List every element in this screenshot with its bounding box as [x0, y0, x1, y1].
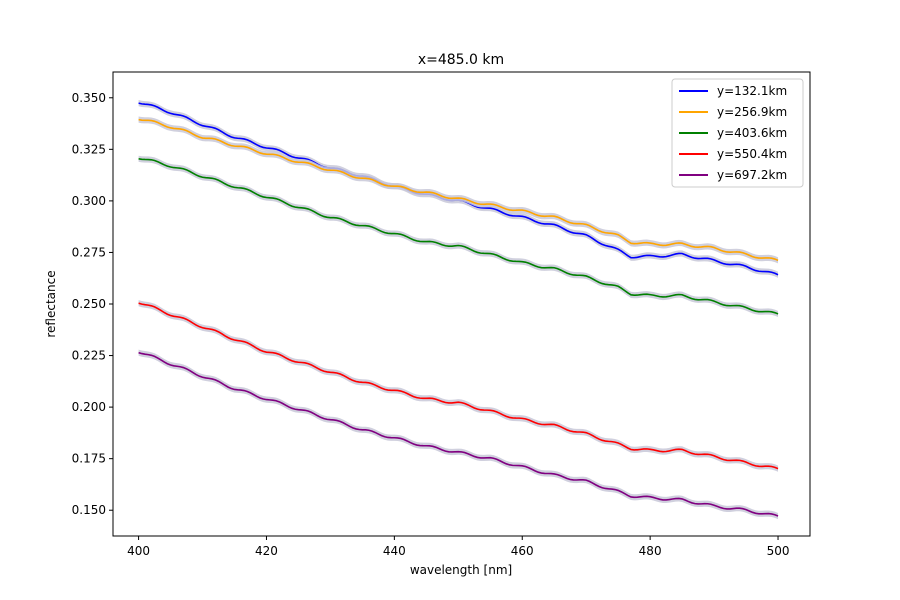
legend-entry: y=132.1km — [717, 84, 787, 98]
y-tick-label: 0.250 — [72, 297, 106, 311]
legend-entry: y=697.2km — [717, 168, 787, 182]
series-2-line — [138, 118, 779, 262]
series-2-band — [138, 116, 779, 264]
x-tick-label: 440 — [383, 544, 406, 558]
plot-area — [138, 100, 779, 520]
x-tick-label: 400 — [127, 544, 150, 558]
x-axis: 400 420 440 460 480 500 — [127, 536, 789, 558]
legend: y=132.1km y=256.9km y=403.6km y=550.4km y=69… — [671, 78, 804, 188]
y-tick-label: 0.350 — [72, 91, 106, 105]
x-axis-label: wavelength [nm] — [410, 563, 512, 577]
x-tick-label: 420 — [255, 544, 278, 558]
x-tick-label: 460 — [511, 544, 534, 558]
y-tick-label: 0.200 — [72, 400, 106, 414]
series-4-band — [138, 300, 779, 472]
y-tick-label: 0.325 — [72, 142, 106, 156]
series-5-line — [138, 351, 779, 517]
chart-title: x=485.0 km — [418, 52, 504, 68]
series-5-band — [138, 349, 779, 520]
y-tick-label: 0.275 — [72, 245, 106, 259]
y-tick-label: 0.225 — [72, 349, 106, 363]
y-tick-label: 0.150 — [72, 503, 106, 517]
y-tick-label: 0.175 — [72, 452, 106, 466]
legend-entry: y=403.6km — [717, 126, 787, 140]
y-tick-label: 0.300 — [72, 194, 106, 208]
legend-box — [671, 78, 804, 188]
x-tick-label: 480 — [639, 544, 662, 558]
y-axis-label: reflectance — [44, 270, 58, 337]
legend-entry: y=256.9km — [717, 105, 787, 119]
legend-entry: y=550.4km — [717, 147, 787, 161]
y-axis: 0.150 0.175 0.200 0.225 0.250 0.275 0.300 0.325… — [72, 91, 113, 517]
series-4-line — [138, 302, 779, 470]
series-3-line — [138, 158, 779, 315]
x-tick-label: 500 — [767, 544, 790, 558]
